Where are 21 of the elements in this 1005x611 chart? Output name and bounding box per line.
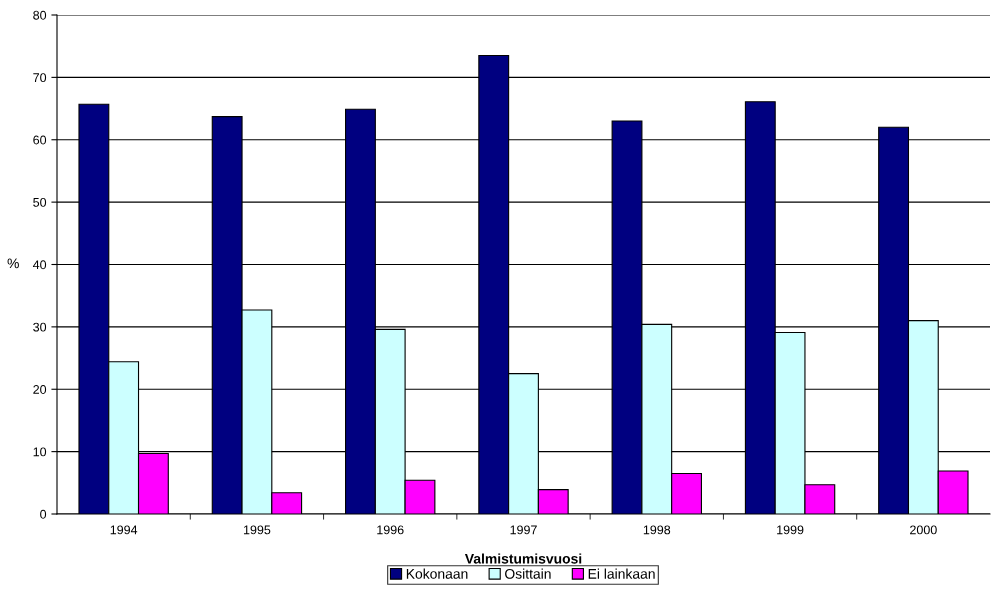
legend-label: Ei lainkaan [588,568,655,579]
legend-label: Osittain [505,568,551,579]
x-tick-label: 1994 [110,525,138,535]
y-tick-label: 20 [33,385,47,394]
x-tick-label: 1999 [777,525,804,535]
x-tick-label: 1995 [243,525,271,535]
x-tick-label: 1997 [510,525,537,535]
y-axis-title: % [7,258,19,269]
x-tick-label: 1998 [643,525,671,535]
y-tick-label: 30 [33,322,47,332]
y-tick-label: 80 [33,10,47,20]
y-tick-label: 40 [32,260,47,270]
y-tick-label: 10 [33,447,47,457]
x-tick-label: 2000 [910,525,937,535]
x-tick-label: 1996 [377,525,404,535]
y-tick-label: 70 [33,73,47,83]
x-axis-title: Valmistumisvuosi [464,553,582,564]
y-tick-label: 60 [33,135,47,145]
y-tick-label: 0 [40,509,47,519]
legend-label: Kokonaan [406,568,468,579]
y-tick-label: 50 [33,197,47,207]
